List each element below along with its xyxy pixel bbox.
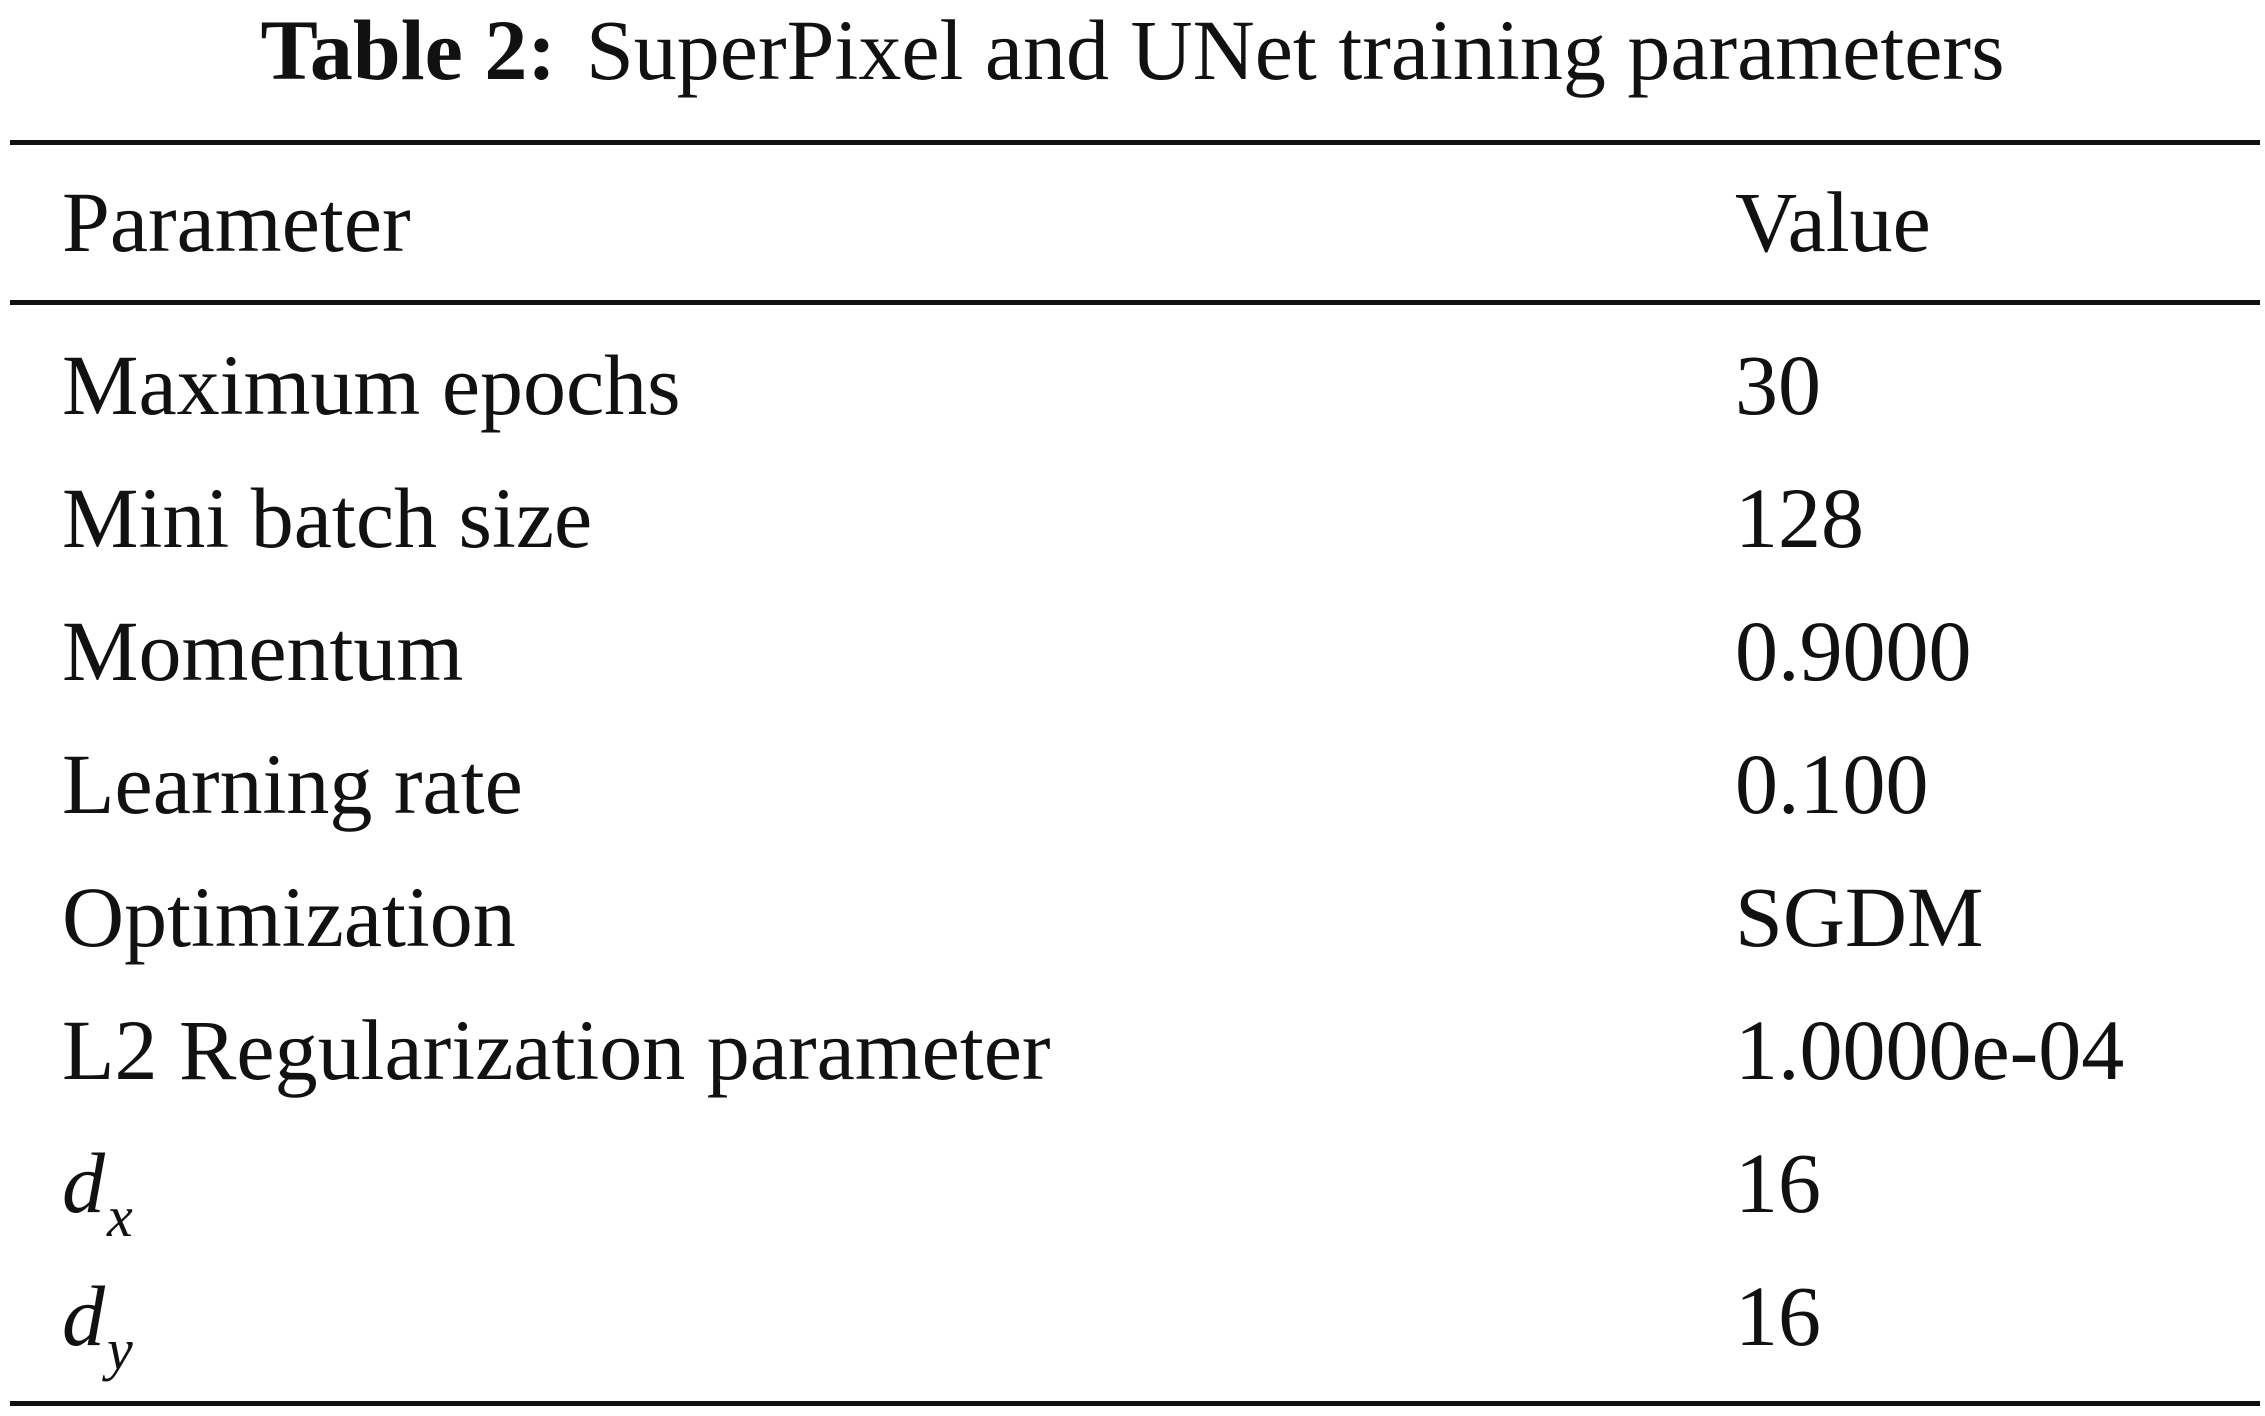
header-value: Value — [1735, 174, 1931, 270]
subscript-y: y — [107, 1317, 133, 1382]
row-value-learning-rate: 0.100 — [1735, 736, 1929, 832]
row-value-mini-batch: 128 — [1735, 470, 1864, 566]
row-value-optimization: SGDM — [1735, 869, 1984, 965]
row-parameter-mini-batch: Mini batch size — [62, 470, 593, 566]
row-value-dy: 16 — [1735, 1268, 1821, 1364]
table-caption-label: Table 2: — [260, 2, 556, 98]
row-value-momentum: 0.9000 — [1735, 603, 1972, 699]
row-parameter-l2-regularization: L2 Regularization parameter — [62, 1002, 1051, 1098]
table-caption: Table 2: SuperPixel and UNet training par… — [0, 2, 2265, 112]
row-value-l2-regularization: 1.0000e-04 — [1735, 1002, 2125, 1098]
table-header-rule — [10, 300, 2260, 305]
subscript-x: x — [107, 1184, 133, 1249]
header-parameter: Parameter — [62, 174, 411, 270]
symbol-d: d — [62, 1268, 105, 1364]
row-parameter-learning-rate: Learning rate — [62, 736, 523, 832]
table-bottom-rule — [10, 1401, 2260, 1406]
row-parameter-dy: dy — [62, 1266, 133, 1382]
row-value-max-epochs: 30 — [1735, 337, 1821, 433]
symbol-d: d — [62, 1135, 105, 1231]
row-parameter-optimization: Optimization — [62, 869, 516, 965]
row-parameter-max-epochs: Maximum epochs — [62, 337, 681, 433]
row-value-dx: 16 — [1735, 1135, 1821, 1231]
row-parameter-momentum: Momentum — [62, 603, 464, 699]
table-top-rule — [10, 140, 2260, 145]
row-parameter-dx: dx — [62, 1133, 133, 1249]
table-caption-text: SuperPixel and UNet training parameters — [585, 2, 2005, 98]
